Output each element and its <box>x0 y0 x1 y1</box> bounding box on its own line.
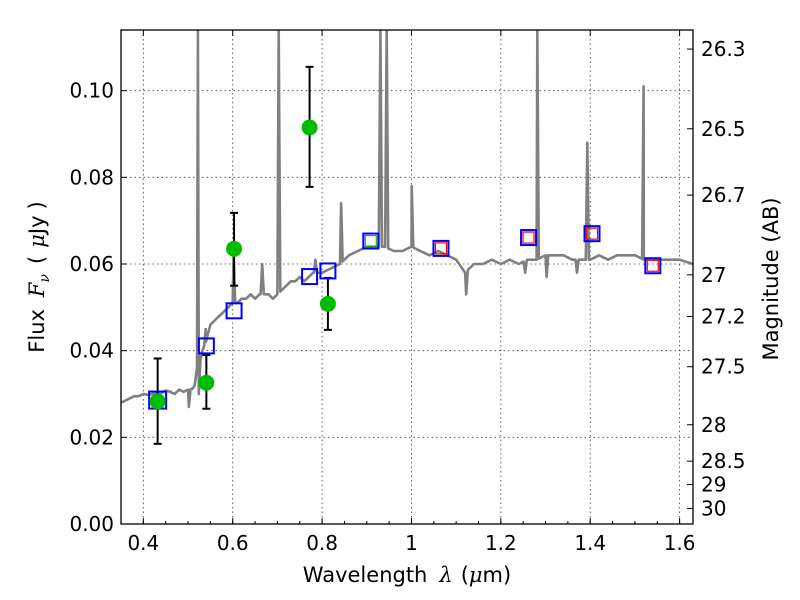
model-photometry-square <box>225 302 243 320</box>
model-photometry-square <box>197 337 215 355</box>
x-tick-label: 1.4 <box>574 531 606 555</box>
plot-area <box>121 30 693 409</box>
inner-square-red <box>585 227 599 240</box>
y-tick-label: 0.08 <box>69 165 114 189</box>
inner-square-red <box>646 259 659 272</box>
axes: 0.4 0.6 0.8 1 1.2 1.4 1.6 0.00 0.02 0.04 0.06 0.08 0… <box>69 30 746 555</box>
mag-tick-label: 28 <box>701 413 726 437</box>
x-tick-label: 1.2 <box>485 531 517 555</box>
y-tick-label: 0.10 <box>69 79 114 103</box>
inner-square-red <box>522 231 535 244</box>
plot-frame <box>120 29 694 525</box>
model-spectrum-line <box>121 30 693 409</box>
mag-tick-label: 28.5 <box>701 449 746 473</box>
x-tick-label: 0.8 <box>306 531 338 555</box>
mag-tick-label: 26.7 <box>701 183 746 207</box>
x-tick-label: 1 <box>405 531 418 555</box>
mag-tick-label: 27.5 <box>701 355 746 379</box>
observed-flux-point <box>301 119 318 136</box>
model-photometry-square <box>583 225 601 243</box>
x-axis-title: Wavelength λ (μm) <box>303 563 511 587</box>
y-tick-label: 0.06 <box>69 252 114 276</box>
x-tick-label: 1.6 <box>664 531 696 555</box>
x-tick-label: 0.6 <box>217 531 249 555</box>
model-photometry-square <box>319 262 337 280</box>
inner-square-red <box>434 242 448 255</box>
mag-tick-label: 29 <box>701 473 726 497</box>
model-photometry-square <box>362 232 380 250</box>
mag-tick-label: 27 <box>701 263 726 287</box>
y-tick-label: 0.02 <box>69 425 114 449</box>
right-axis-title: Magnitude (AB) <box>759 197 783 360</box>
data-points <box>148 65 662 445</box>
x-tick-label: 0.4 <box>127 531 159 555</box>
y-tick-label: 0.04 <box>69 339 114 363</box>
model-photometry-square <box>432 239 450 257</box>
y-axis-title: FluxFν(μJy) <box>25 201 53 352</box>
mag-tick-label: 30 <box>701 496 726 520</box>
observed-flux-point <box>226 240 243 257</box>
mag-tick-label: 26.5 <box>701 117 746 141</box>
observed-flux-point <box>149 393 166 410</box>
plot-background <box>121 30 693 524</box>
model-photometry-square <box>644 257 662 275</box>
observed-flux-point <box>319 295 336 312</box>
mag-tick-label: 27.2 <box>701 304 746 328</box>
y-tick-label: 0.00 <box>69 512 114 536</box>
model-photometry-square <box>520 229 538 247</box>
model-photometry-square <box>301 268 319 286</box>
mag-tick-label: 26.3 <box>701 37 746 61</box>
inner-square-green <box>364 234 377 248</box>
observed-flux-point <box>198 374 215 391</box>
